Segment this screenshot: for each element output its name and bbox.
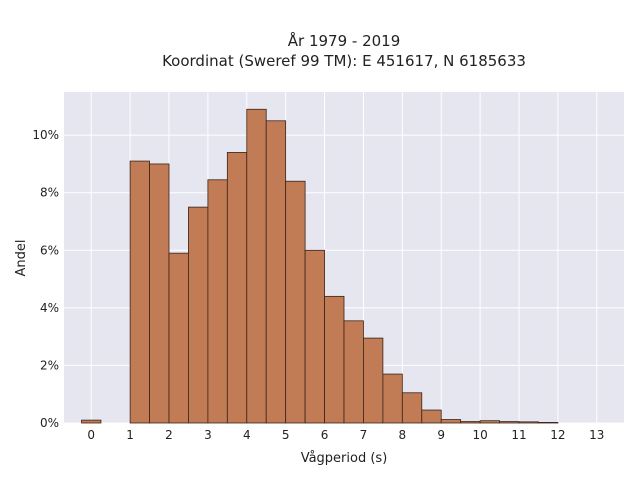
histogram-bar-4	[188, 206, 209, 424]
histogram-bar-19	[479, 420, 500, 424]
x-tick-label-11: 11	[511, 428, 526, 442]
y-tick-label-0: 0%	[40, 416, 59, 430]
histogram-bar-18	[460, 421, 481, 424]
y-tick-label-4: 8%	[40, 186, 59, 200]
histogram-bar-22	[538, 422, 559, 424]
histogram-bar-17	[440, 419, 462, 424]
histogram-bar-7	[246, 108, 267, 424]
y-tick-label-2: 4%	[40, 301, 59, 315]
x-tick-label-6: 6	[321, 428, 329, 442]
histogram-bar-21	[518, 421, 539, 424]
y-axis-label: Andel	[14, 240, 29, 277]
histogram-bar-15	[401, 392, 423, 424]
y-tick-label-5: 10%	[32, 128, 59, 142]
histogram-bar-11	[324, 295, 345, 424]
x-tick-label-4: 4	[243, 428, 251, 442]
x-tick-label-1: 1	[126, 428, 134, 442]
histogram-bar-9	[285, 180, 306, 424]
x-tick-label-3: 3	[204, 428, 212, 442]
histogram-bar-10	[304, 249, 325, 424]
x-tick-label-7: 7	[360, 428, 368, 442]
x-axis-label: Vågperiod (s)	[301, 451, 388, 466]
y-tick-label-3: 6%	[40, 243, 59, 257]
x-tick-label-13: 13	[589, 428, 604, 442]
histogram-bars	[81, 108, 559, 424]
y-tick-label-1: 2%	[40, 358, 59, 372]
histogram-bar-12	[343, 320, 364, 424]
histogram-bar-14	[382, 373, 403, 424]
histogram-bar-2	[149, 163, 170, 424]
histogram-bar-16	[421, 409, 442, 424]
histogram-bar-20	[499, 421, 520, 424]
histogram-bar-8	[265, 120, 287, 424]
y-axis-ticks: 0% 2% 4% 6% 8% 10%	[32, 128, 59, 430]
x-tick-label-12: 12	[550, 428, 565, 442]
histogram-bar-1	[129, 160, 150, 424]
x-tick-label-9: 9	[437, 428, 445, 442]
x-tick-label-10: 10	[472, 428, 487, 442]
chart-title-line-2: Koordinat (Sweref 99 TM): E 451617, N 61…	[162, 52, 526, 70]
histogram-bar-6	[226, 152, 248, 424]
histogram-bar-0	[81, 419, 102, 424]
x-tick-label-5: 5	[282, 428, 290, 442]
x-tick-label-8: 8	[399, 428, 407, 442]
histogram-bar-3	[168, 252, 189, 424]
histogram-bar-5	[207, 179, 228, 424]
x-axis-ticks: 0 1 2 3 4 5 6 7 8 9 10 11 12 13	[87, 428, 604, 442]
x-tick-label-2: 2	[165, 428, 173, 442]
chart-title-line-1: År 1979 - 2019	[288, 31, 401, 50]
histogram-bar-13	[363, 337, 384, 424]
x-tick-label-0: 0	[87, 428, 95, 442]
